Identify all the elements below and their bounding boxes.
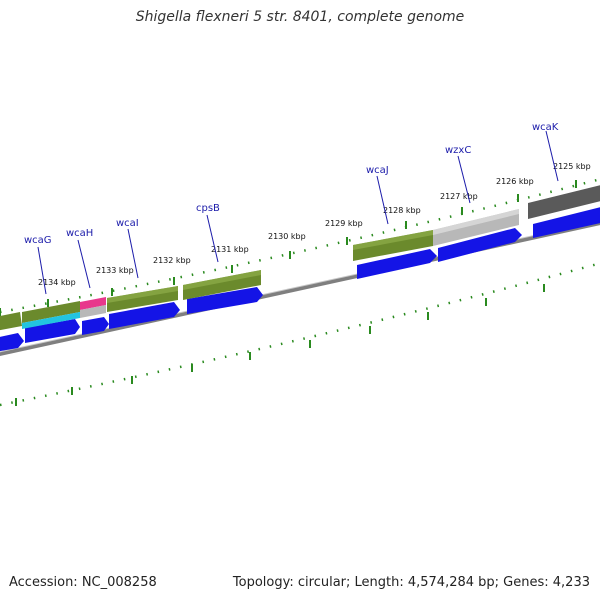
gene-labels: wcaG wcaH wcaI cpsB wcaJ wzxC wcaK [24,122,559,246]
cds-arrow [187,287,263,314]
topology-text: Topology: circular; Length: 4,574,284 bp… [232,575,590,590]
cds-arrow [109,302,180,329]
kbp-label: 2129 kbp [325,219,363,228]
kbp-label: 2131 kbp [211,245,249,254]
inner-major-ticks [15,284,545,406]
feature-pink [80,297,106,310]
gene-leaders [37,130,559,295]
gene-label-cpsB: cpsB [196,203,220,214]
feature-olive [0,312,22,331]
outer-tick-ring [0,177,600,314]
cds-arrow [82,317,109,335]
gene-label-wzxC: wzxC [445,145,471,156]
cds-arrow [533,207,600,238]
gene-label-wcaJ: wcaJ [366,165,389,176]
feature-highlight [353,230,433,250]
gene-label-wcaG: wcaG [24,235,52,246]
gene-label-wcaK: wcaK [532,122,559,133]
map-title: Shigella flexneri 5 str. 8401, complete … [135,9,465,25]
feature-track [0,185,600,331]
cds-track [0,207,600,352]
kbp-label: 2134 kbp [38,278,76,287]
outer-major-ticks [0,180,577,316]
feature-cyan [22,312,80,329]
kbp-label: 2126 kbp [496,177,534,186]
cds-arrow [25,319,80,343]
feature-grey [80,305,106,318]
kbp-label: 2127 kbp [440,192,478,201]
kbp-label: 2125 kbp [553,162,591,171]
feature-olive [22,301,80,323]
gene-label-wcaI: wcaI [116,218,139,229]
kbp-labels: 2125 kbp 2126 kbp 2127 kbp 2128 kbp 2129… [38,162,591,287]
feature-dark-grey [528,185,600,219]
accession-text: Accession: NC_008258 [9,575,157,590]
cds-arrow [357,249,437,279]
feature-highlight [183,270,261,290]
gene-label-wcaH: wcaH [66,228,93,239]
feature-highlight [107,286,178,303]
kbp-label: 2128 kbp [383,206,421,215]
kbp-label: 2133 kbp [96,266,134,275]
cds-arrow [0,333,24,352]
feature-highlight [433,209,519,235]
kbp-label: 2132 kbp [153,256,191,265]
cds-arrow [438,228,522,262]
kbp-label: 2130 kbp [268,232,306,241]
